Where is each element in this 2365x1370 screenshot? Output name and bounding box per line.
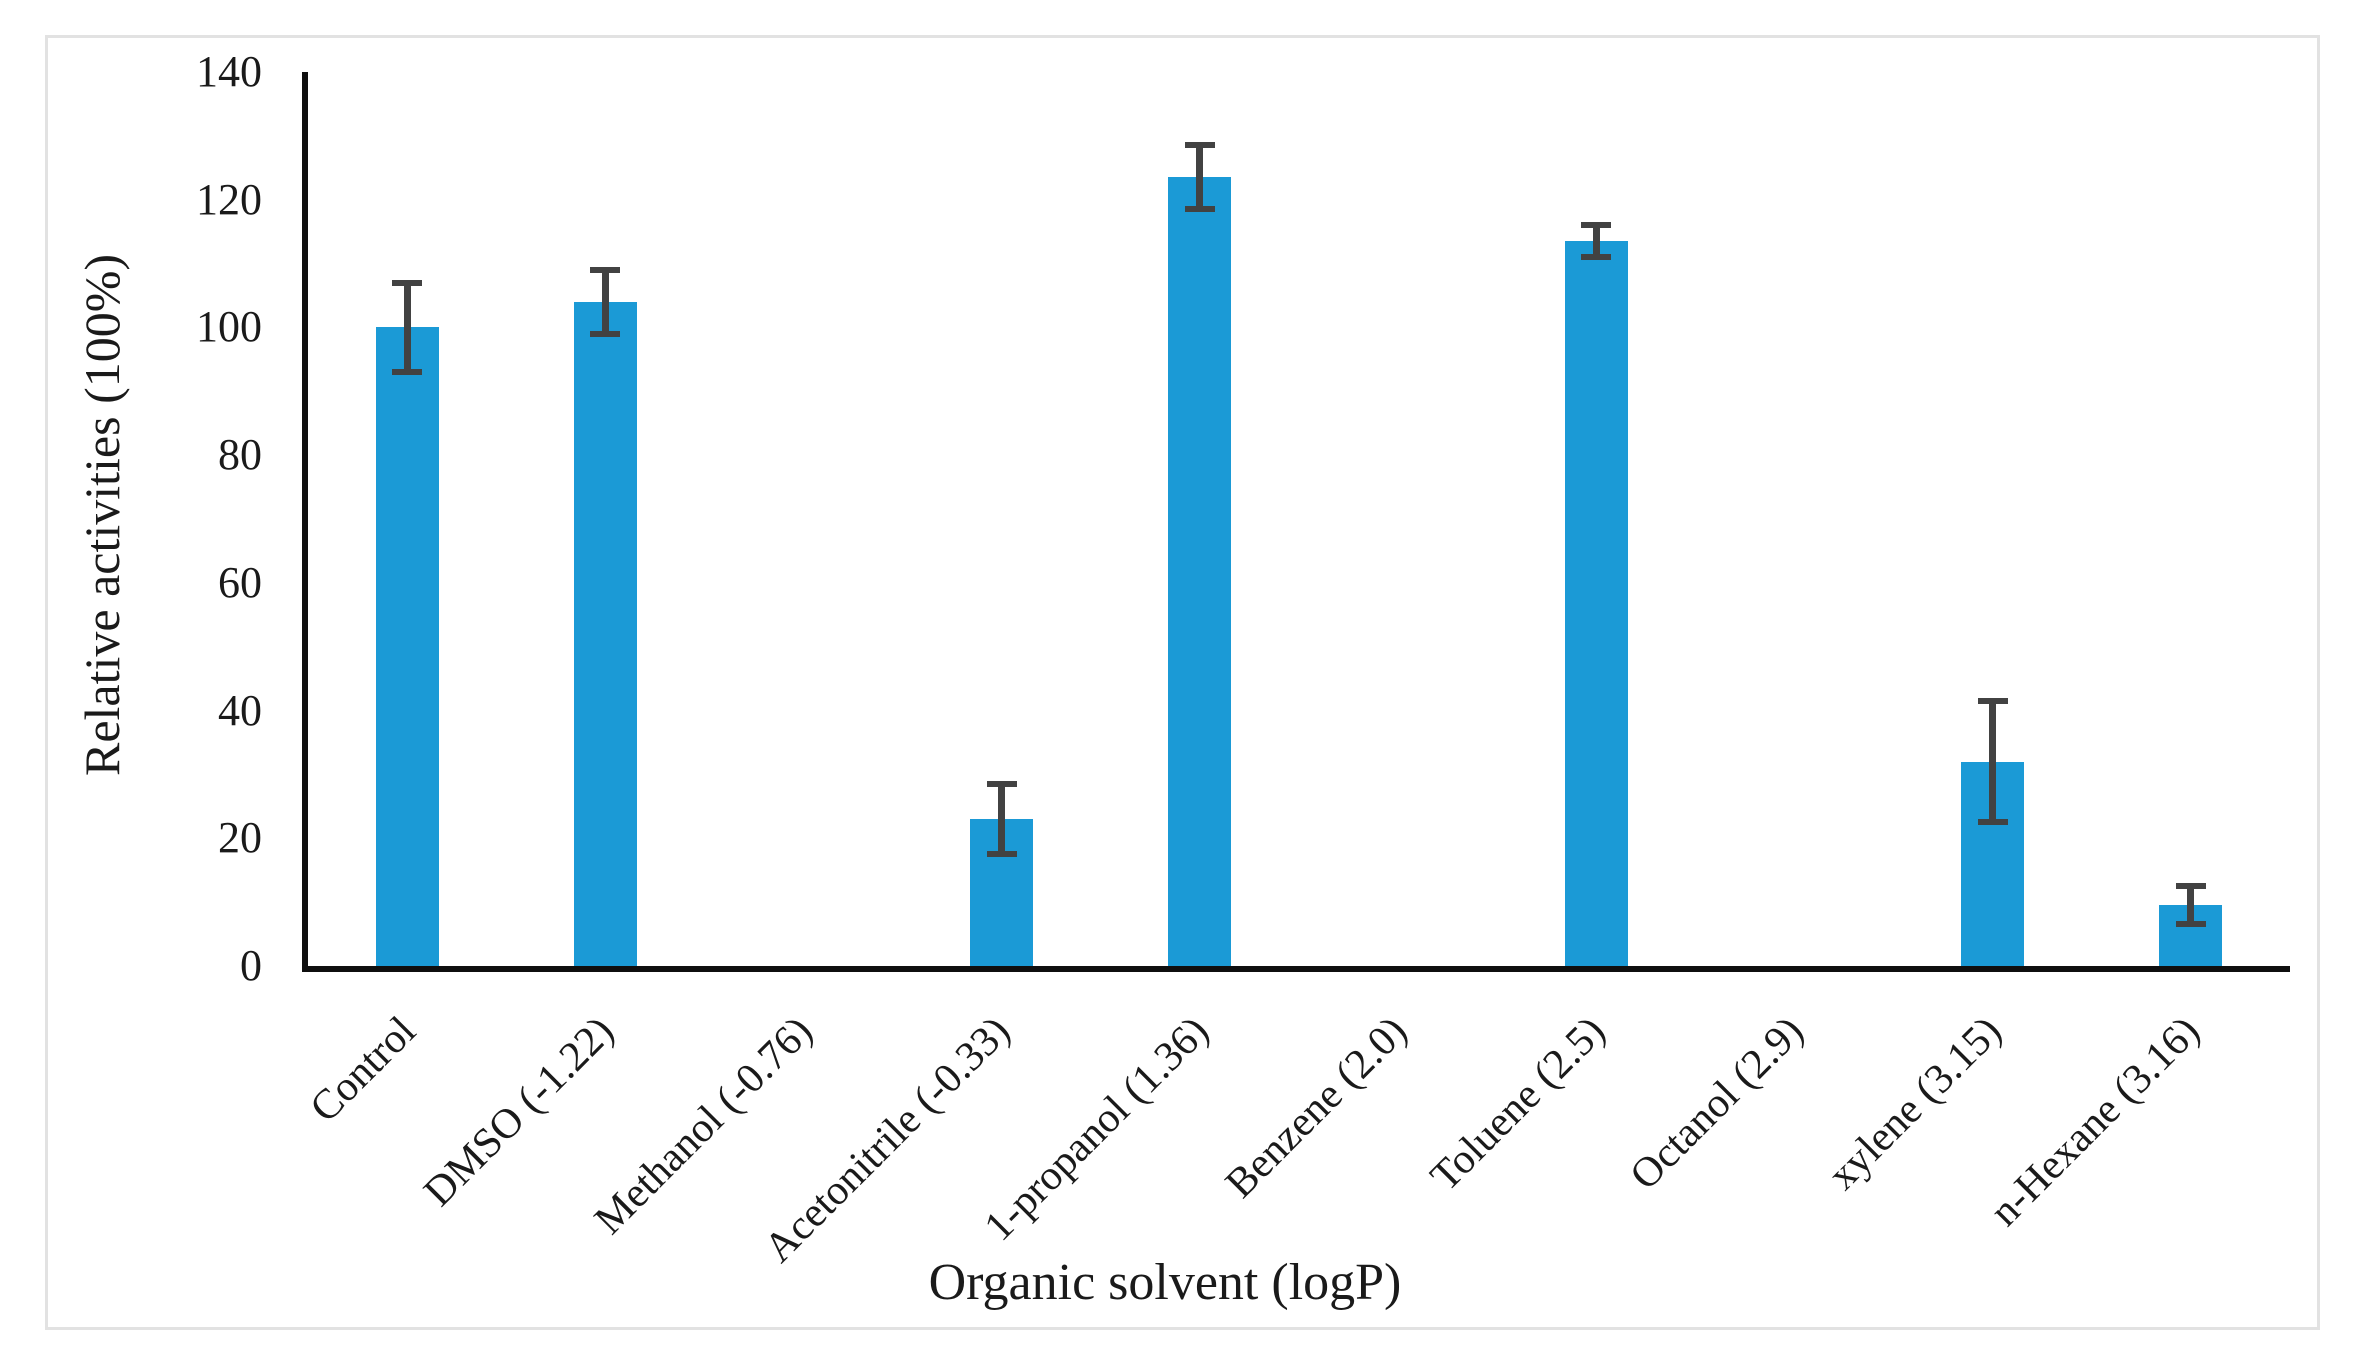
error-bar-cap (1184, 206, 1215, 213)
y-tick-label: 80 (218, 430, 262, 480)
error-bar-cap (1581, 222, 1612, 229)
error-bar-cap (1581, 254, 1612, 261)
y-tick-label: 20 (218, 813, 262, 863)
error-bar-cap (590, 330, 621, 337)
error-bar-cap (2175, 883, 2206, 890)
bar (1564, 241, 1628, 966)
error-bar-cap (2175, 921, 2206, 928)
x-axis-title: Organic solvent (logP) (928, 1254, 1402, 1311)
error-bar-cap (1184, 142, 1215, 149)
error-bar-stem (1989, 700, 1997, 823)
error-bar-stem (1592, 225, 1600, 258)
y-axis-line (302, 72, 308, 972)
bar (1168, 177, 1232, 966)
y-tick-label: 60 (218, 557, 262, 607)
error-bar-cap (1977, 819, 2008, 826)
y-tick-label: 120 (196, 174, 262, 224)
error-bar-cap (986, 781, 1017, 787)
x-axis-line (302, 966, 2290, 972)
error-bar-stem (998, 784, 1006, 855)
y-tick-label: 140 (196, 47, 262, 96)
figure-border (45, 35, 2320, 1330)
error-bar-cap (986, 851, 1017, 858)
bar (573, 301, 637, 966)
error-bar-cap (392, 369, 423, 376)
error-bar-stem (2187, 886, 2195, 925)
y-tick-label: 40 (218, 685, 262, 735)
error-bar-cap (392, 279, 423, 286)
error-bar-stem (1196, 145, 1204, 210)
y-tick-label: 100 (196, 302, 262, 352)
error-bar-stem (601, 269, 609, 334)
y-tick-label: 0 (240, 941, 262, 990)
error-bar-stem (403, 282, 411, 373)
error-bar-cap (590, 266, 621, 273)
error-bar-cap (1977, 697, 2008, 704)
bar (375, 327, 439, 966)
y-axis-title: Relative activities (100%) (74, 253, 130, 777)
